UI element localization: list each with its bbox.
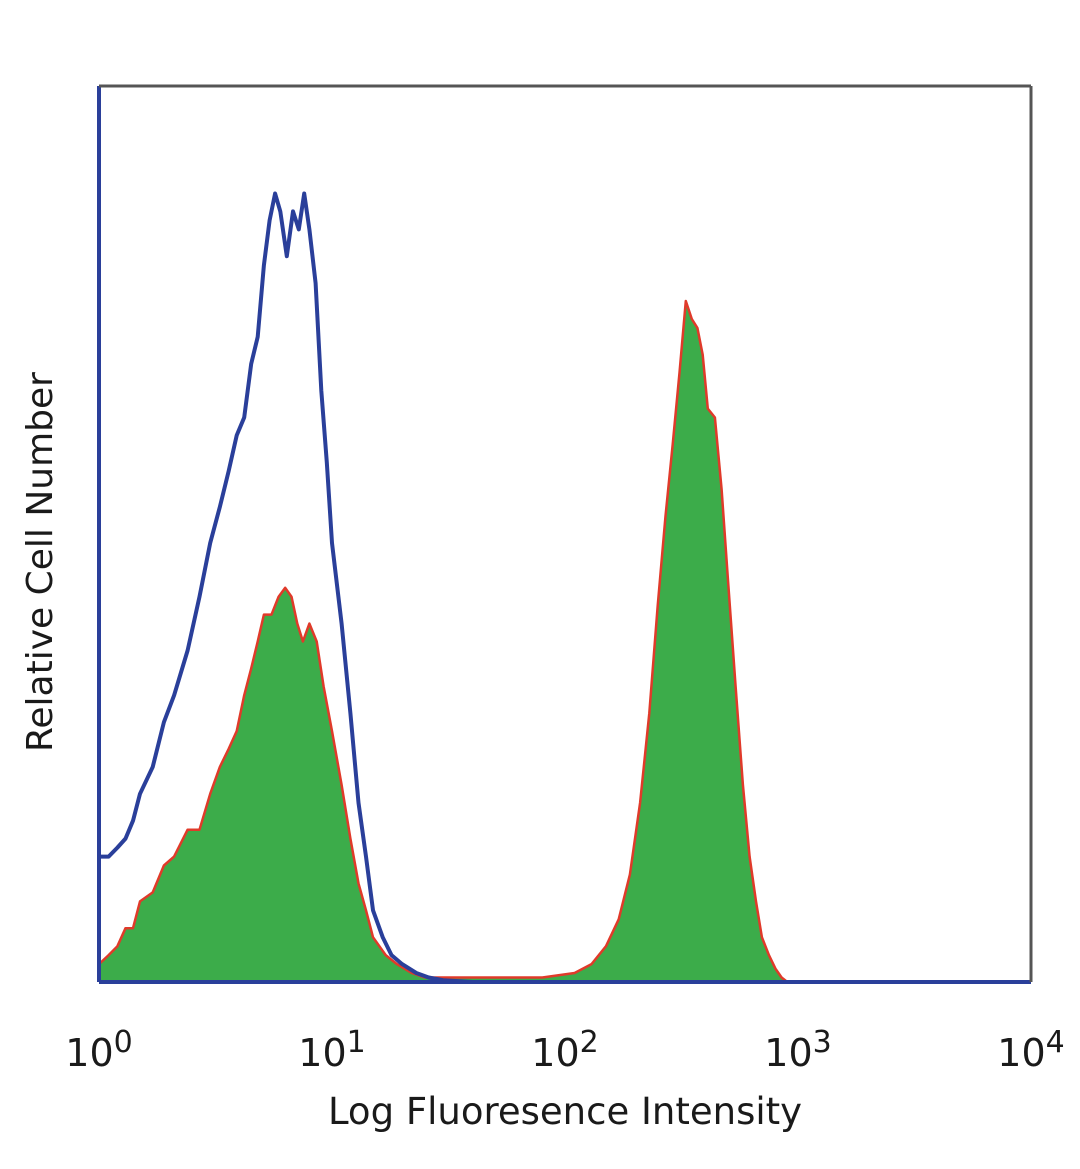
x-axis-label: Log Fluoresence Intensity [328, 1090, 802, 1133]
x-tick-label: 100 [65, 1025, 132, 1075]
filled-histogram-area [99, 301, 788, 982]
outline-histogram-line [99, 191, 565, 984]
y-axis-label: Relative Cell Number [20, 372, 61, 752]
filled-histogram-edge [98, 299, 789, 983]
x-tick-label: 104 [997, 1025, 1064, 1075]
x-tick-label: 101 [298, 1025, 365, 1075]
series-layer [98, 191, 789, 984]
x-tick-label: 102 [531, 1025, 598, 1075]
x-tick-labels: 100 101 102 103 104 [65, 1025, 1064, 1075]
x-tick-label: 103 [764, 1025, 831, 1075]
